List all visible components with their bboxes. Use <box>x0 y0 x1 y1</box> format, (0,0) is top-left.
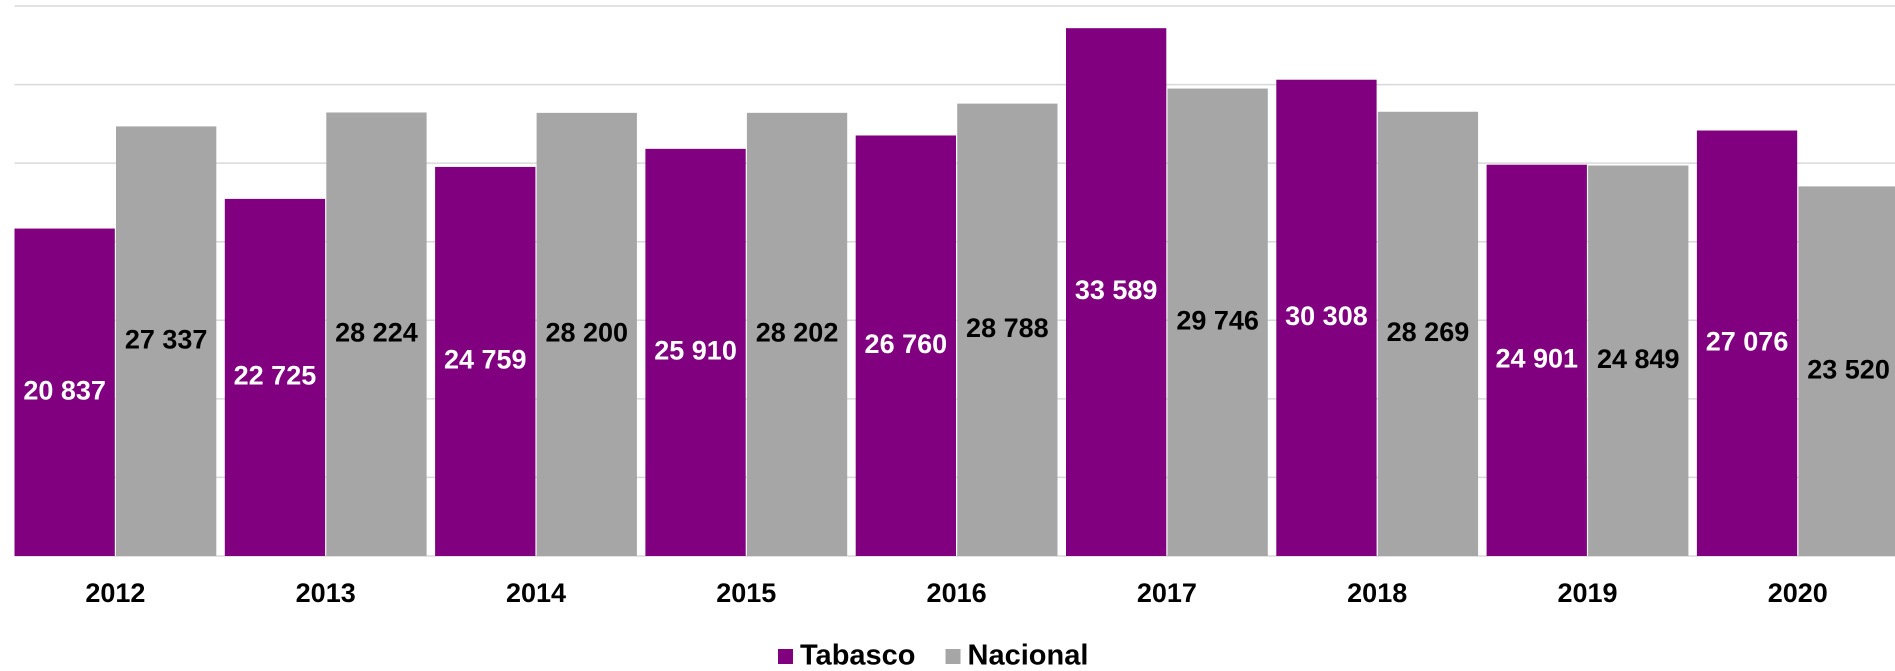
data-label: 24 759 <box>444 345 527 375</box>
x-tick-label: 2014 <box>506 578 566 608</box>
data-label: 20 837 <box>23 375 106 405</box>
bar <box>1276 79 1377 556</box>
bar <box>14 228 115 556</box>
data-label: 22 725 <box>234 361 317 391</box>
bar <box>1588 165 1689 556</box>
legend-swatch <box>778 649 793 664</box>
data-label: 30 308 <box>1285 301 1368 331</box>
x-tick-label: 2019 <box>1557 578 1617 608</box>
bar <box>1696 130 1798 556</box>
x-tick-label: 2012 <box>85 578 145 608</box>
data-label: 28 202 <box>756 318 839 348</box>
x-tick-label: 2020 <box>1768 578 1828 608</box>
data-label: 27 076 <box>1706 326 1789 356</box>
data-label: 28 200 <box>545 318 628 348</box>
bar <box>116 126 217 556</box>
data-label: 24 901 <box>1495 343 1578 373</box>
bar <box>224 198 326 556</box>
bar <box>1798 186 1895 556</box>
data-label: 28 788 <box>966 313 1049 343</box>
data-label: 26 760 <box>865 329 948 359</box>
data-label: 24 849 <box>1597 344 1680 374</box>
bar <box>957 103 1058 557</box>
bar <box>326 112 427 556</box>
bar <box>1486 164 1587 556</box>
legend-label: Nacional <box>968 640 1089 671</box>
data-label: 27 337 <box>125 324 208 354</box>
x-tick-label: 2013 <box>296 578 356 608</box>
bar <box>1066 28 1167 557</box>
bar <box>645 148 746 557</box>
data-label: 23 520 <box>1807 354 1890 384</box>
bar <box>1167 88 1268 556</box>
bar <box>855 135 956 556</box>
data-label: 28 224 <box>335 317 418 347</box>
bar <box>746 112 848 556</box>
data-label: 29 746 <box>1176 305 1259 335</box>
x-tick-label: 2018 <box>1347 578 1407 608</box>
legend-label: Tabasco <box>800 640 916 671</box>
legend: Tabasco Nacional <box>778 640 1088 671</box>
data-label: 33 589 <box>1075 275 1158 305</box>
data-label: 25 910 <box>654 336 737 366</box>
data-label: 28 269 <box>1387 317 1470 347</box>
bar <box>536 112 637 556</box>
x-tick-label: 2016 <box>927 578 987 608</box>
legend-swatch <box>945 649 961 664</box>
bar <box>435 166 536 556</box>
bar <box>1377 111 1479 556</box>
x-tick-label: 2017 <box>1137 578 1197 608</box>
x-tick-label: 2015 <box>716 578 776 608</box>
